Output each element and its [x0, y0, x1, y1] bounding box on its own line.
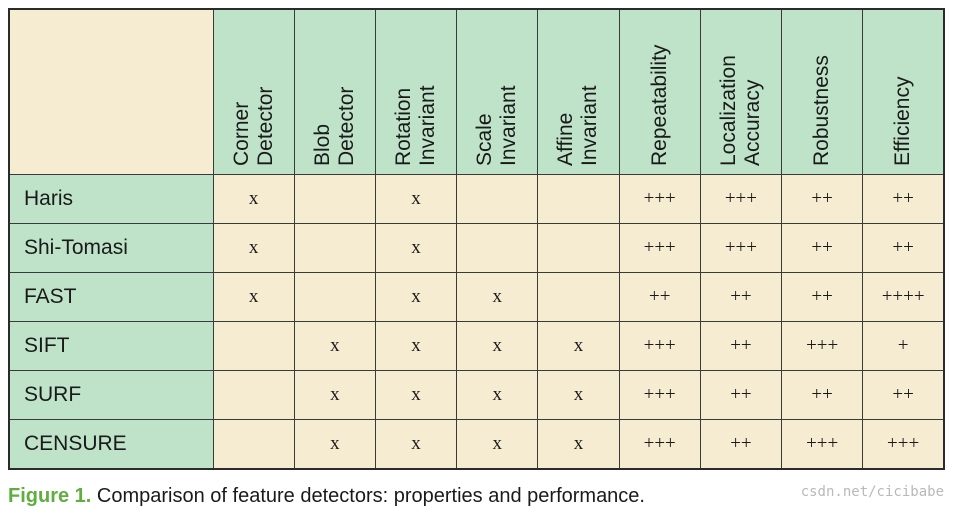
feature-detector-table: Corner Detector Blob Detector Rotation I… — [8, 8, 945, 470]
row-header: Haris — [8, 174, 214, 224]
table-cell — [212, 320, 295, 371]
table-cell — [537, 271, 620, 322]
table-cell: +++ — [618, 369, 701, 420]
table-cell: x — [537, 369, 620, 420]
column-header: Corner Detector — [212, 8, 295, 175]
table-cell: ++ — [781, 369, 864, 420]
table-row: SIFT x x x x +++ ++ +++ + — [8, 320, 945, 371]
column-header: Efficiency — [862, 8, 945, 175]
table-cell: x — [537, 418, 620, 470]
table-cell — [293, 271, 376, 322]
table-cell: ++ — [862, 174, 945, 224]
table-cell: x — [212, 271, 295, 322]
column-header: Localization Accuracy — [699, 8, 783, 175]
table-cell: x — [374, 320, 458, 371]
table-cell: +++ — [618, 222, 701, 273]
table-cell: ++ — [862, 222, 945, 273]
row-header: SURF — [8, 369, 214, 420]
table-cell: x — [374, 174, 458, 224]
table-cell: +++ — [618, 320, 701, 371]
row-header: FAST — [8, 271, 214, 322]
table-cell — [456, 222, 539, 273]
table-cell: ++ — [699, 418, 783, 470]
figure-caption-text: Comparison of feature detectors: propert… — [96, 485, 645, 507]
table-row: FAST x x x ++ ++ ++ ++++ — [8, 271, 945, 322]
table-cell: x — [456, 320, 539, 371]
table-cell: x — [456, 369, 539, 420]
figure-label: Figure 1. — [8, 485, 92, 507]
column-header-label: Localization Accuracy — [716, 55, 764, 166]
table-row: CENSURE x x x x +++ ++ +++ +++ — [8, 418, 945, 470]
table-cell: +++ — [862, 418, 945, 470]
column-header: Scale Invariant — [456, 8, 539, 175]
table-cell: ++ — [781, 271, 864, 322]
table-cell: x — [212, 222, 295, 273]
table-row: Shi-Tomasi x x +++ +++ ++ ++ — [8, 222, 945, 273]
table-cell: ++ — [781, 174, 864, 224]
figure-caption: Figure 1. Comparison of feature detector… — [8, 480, 948, 512]
table-cell: ++ — [781, 222, 864, 273]
row-header: Shi-Tomasi — [8, 222, 214, 273]
column-header-label: Rotation Invariant — [392, 85, 440, 166]
table-cell: x — [374, 222, 458, 273]
table-cell: +++ — [618, 418, 701, 470]
table-cell — [212, 369, 295, 420]
table-row: Haris x x +++ +++ ++ ++ — [8, 174, 945, 224]
table-cell: +++ — [618, 174, 701, 224]
column-header-label: Repeatability — [647, 44, 671, 166]
table-header-row: Corner Detector Blob Detector Rotation I… — [8, 8, 945, 175]
table-row: SURF x x x x +++ ++ ++ ++ — [8, 369, 945, 420]
watermark: csdn.net/cicibabe — [800, 484, 944, 500]
column-header-label: Corner Detector — [229, 86, 277, 166]
column-header-label: Efficiency — [891, 76, 915, 167]
column-header: Robustness — [781, 8, 864, 175]
table-cell: +++ — [699, 222, 783, 273]
table-cell: +++ — [781, 320, 864, 371]
row-header: SIFT — [8, 320, 214, 371]
table-cell: ++ — [862, 369, 945, 420]
table-cell — [293, 222, 376, 273]
column-header: Blob Detector — [293, 8, 376, 175]
column-header: Affine Invariant — [537, 8, 620, 175]
table-cell: x — [374, 369, 458, 420]
column-header: Repeatability — [618, 8, 701, 175]
column-header-label: Scale Invariant — [473, 85, 521, 166]
table-cell: ++ — [699, 320, 783, 371]
table-cell — [537, 174, 620, 224]
column-header: Rotation Invariant — [374, 8, 458, 175]
table-cell: x — [456, 271, 539, 322]
table-cell — [212, 418, 295, 470]
table-cell: x — [293, 369, 376, 420]
table-corner-cell — [8, 8, 214, 175]
table-cell: ++++ — [862, 271, 945, 322]
table-cell: x — [293, 418, 376, 470]
table-cell: +++ — [699, 174, 783, 224]
column-header-label: Robustness — [810, 55, 834, 166]
table-cell: x — [212, 174, 295, 224]
table-cell: ++ — [699, 271, 783, 322]
column-header-label: Affine Invariant — [554, 85, 602, 166]
table-cell: x — [537, 320, 620, 371]
table-cell: ++ — [618, 271, 701, 322]
row-header: CENSURE — [8, 418, 214, 470]
table-cell: x — [293, 320, 376, 371]
table-cell: +++ — [781, 418, 864, 470]
table-cell: x — [374, 271, 458, 322]
table-cell — [456, 174, 539, 224]
table-cell: x — [456, 418, 539, 470]
column-header-label: Blob Detector — [310, 86, 358, 166]
table-cell: + — [862, 320, 945, 371]
table-cell: ++ — [699, 369, 783, 420]
comparison-table-figure: Corner Detector Blob Detector Rotation I… — [8, 8, 945, 470]
table-cell — [293, 174, 376, 224]
table-cell: x — [374, 418, 458, 470]
table-cell — [537, 222, 620, 273]
